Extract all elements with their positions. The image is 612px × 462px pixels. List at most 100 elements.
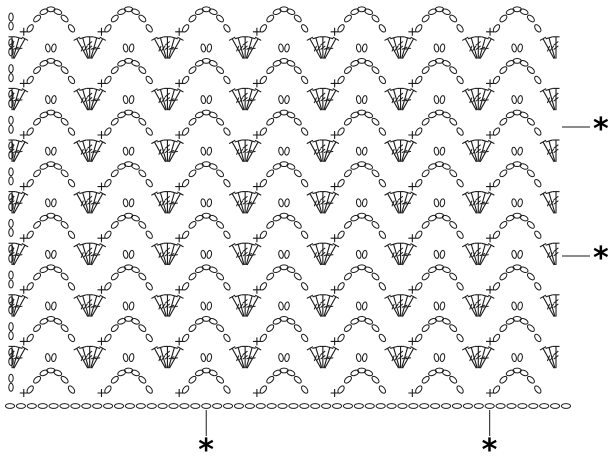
chain-stitch — [293, 272, 302, 281]
repeat-marker-bottom-left: * — [198, 433, 214, 462]
chain-stitch — [15, 403, 27, 409]
marker-leaders — [205, 126, 590, 436]
double-crochet — [402, 242, 417, 266]
single-crochet — [175, 182, 184, 191]
chain-stitch — [8, 322, 14, 332]
double-crochet — [234, 345, 245, 369]
chain-stitch — [244, 403, 255, 409]
stitch-row — [8, 87, 560, 111]
chain-stitch — [8, 202, 14, 212]
chain-stitch — [300, 230, 309, 239]
chain-stitch — [266, 221, 275, 229]
chain-stitch — [456, 385, 464, 394]
chain-stitch — [33, 117, 42, 126]
single-crochet — [97, 389, 106, 397]
double-crochet — [390, 191, 401, 214]
double-crochet — [245, 139, 256, 162]
chain-stitch — [449, 375, 458, 384]
chain-stitch — [206, 43, 213, 53]
chain-stitch — [194, 318, 204, 325]
chain-stitch — [441, 60, 451, 67]
chain-stitch — [378, 230, 387, 239]
double-crochet — [539, 294, 555, 317]
chain-stitch — [534, 230, 542, 239]
chain-stitch — [8, 296, 14, 306]
chain-stitch — [441, 266, 451, 273]
chain-stitch — [364, 266, 374, 273]
double-crochet — [156, 191, 167, 214]
chain-stitch — [419, 403, 430, 409]
chain-stitch — [378, 127, 387, 136]
chain-stitch — [428, 369, 438, 377]
chain-stitch — [51, 249, 57, 259]
chain-stitch — [130, 111, 140, 119]
double-crochet — [90, 139, 101, 162]
chain-stitch — [8, 279, 14, 289]
chain-stitch — [511, 353, 517, 363]
chain-stitch — [286, 8, 296, 15]
chain-stitch — [8, 73, 14, 83]
chain-stitch — [355, 249, 362, 259]
double-crochet — [401, 294, 412, 317]
chain-stitch — [439, 301, 446, 311]
chain-stitch — [433, 301, 440, 311]
chain-stitch — [188, 169, 197, 178]
chain-stitch — [130, 318, 140, 325]
chain-stitch — [441, 214, 451, 222]
chain-stitch — [122, 146, 129, 156]
double-crochet — [167, 139, 178, 162]
chain-stitch — [534, 385, 542, 394]
chain-stitch — [505, 214, 515, 222]
chain-stitch — [433, 249, 440, 259]
chain-stitch — [223, 333, 231, 343]
treble-crochet — [86, 36, 94, 59]
stitch-row — [8, 264, 542, 294]
chain-stitch — [145, 282, 153, 291]
chain-stitch — [157, 403, 168, 409]
chain-stitch — [60, 221, 69, 229]
treble-crochet — [474, 191, 482, 214]
chain-stitch — [146, 403, 157, 409]
double-crochet — [151, 88, 166, 111]
double-crochet — [390, 242, 401, 266]
single-crochet — [252, 182, 261, 191]
chain-stitch — [188, 117, 197, 126]
stitch-row — [8, 161, 542, 191]
chain-stitch — [33, 324, 42, 332]
double-crochet — [312, 345, 323, 369]
chain-stitch — [511, 43, 517, 53]
single-crochet — [252, 27, 261, 36]
chain-stitch — [343, 117, 352, 126]
single-crochet — [486, 234, 495, 243]
chain-stitch — [364, 111, 374, 119]
chain-stitch — [526, 14, 535, 23]
double-crochet — [478, 345, 489, 369]
chain-stitch — [272, 111, 282, 119]
chain-stitch — [188, 324, 197, 332]
chain-stitch — [8, 167, 14, 177]
treble-crochet — [163, 87, 171, 111]
chain-stitch — [223, 385, 231, 394]
chain-stitch — [397, 403, 408, 409]
chain-stitch — [8, 115, 14, 125]
chain-stitch — [67, 127, 76, 136]
double-crochet — [467, 87, 478, 111]
chain-stitch — [350, 60, 360, 67]
chain-stitch — [39, 214, 49, 222]
chain-stitch — [433, 95, 440, 105]
chain-stitch — [208, 266, 218, 273]
chain-stitch — [441, 369, 451, 377]
stitch-rows — [8, 6, 560, 397]
stitch-row — [8, 242, 560, 266]
chain-stitch — [343, 272, 352, 281]
chain-stitch — [353, 403, 364, 409]
chain-stitch — [286, 266, 296, 273]
double-crochet — [467, 242, 478, 266]
double-crochet — [479, 139, 495, 163]
chain-stitch — [51, 95, 57, 105]
chain-stitch — [284, 95, 290, 105]
treble-crochet — [163, 242, 171, 265]
double-crochet — [167, 294, 178, 317]
chain-stitch — [266, 324, 275, 332]
chain-stitch — [286, 111, 296, 119]
